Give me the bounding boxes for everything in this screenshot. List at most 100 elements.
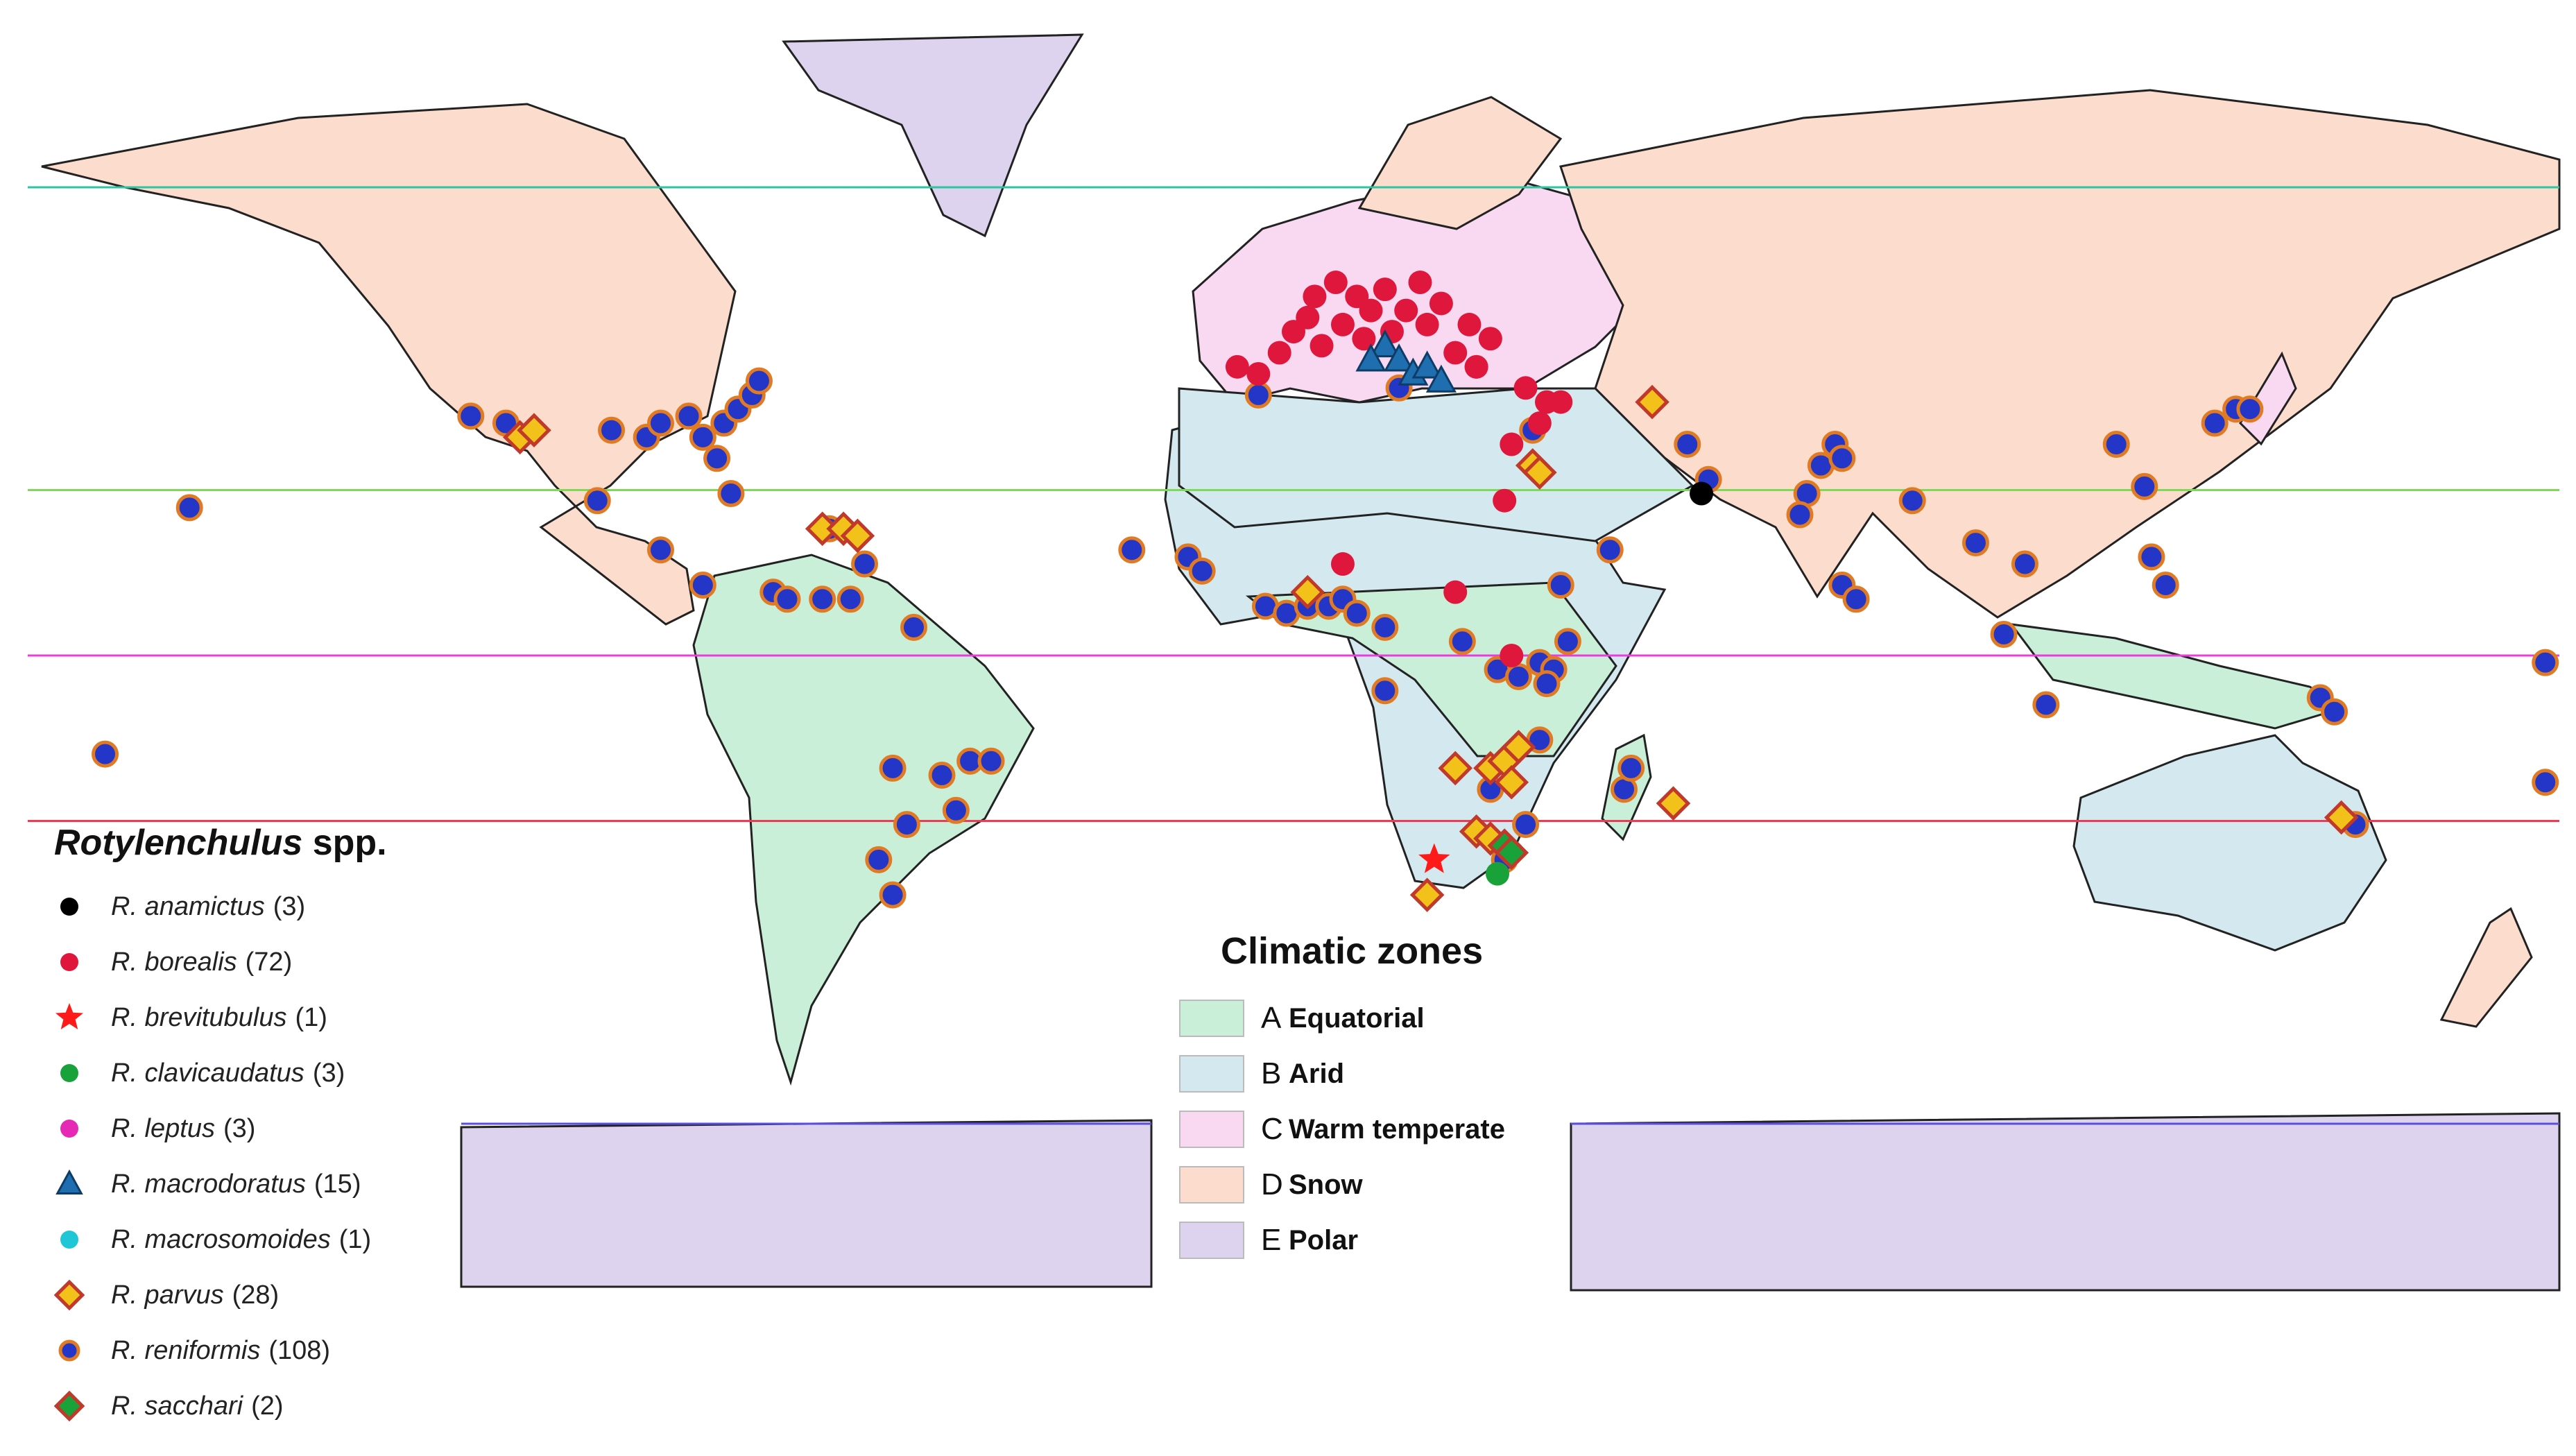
- legend-suffix: spp.: [312, 823, 387, 863]
- legend-symbol: [49, 1167, 90, 1201]
- scandinavia: [1357, 96, 1563, 230]
- species-name: R. clavicaudatus: [111, 1058, 304, 1088]
- zone-legend-item: A Equatorial: [1179, 991, 1568, 1046]
- legend-symbol: [49, 1111, 90, 1146]
- occurrence-point: [1512, 811, 1540, 839]
- legend-symbol: [49, 1222, 90, 1257]
- species-legend-item: R. parvus (28): [49, 1267, 479, 1323]
- occurrence-point: [1522, 455, 1557, 490]
- zone-label: Arid: [1289, 1058, 1344, 1089]
- occurrence-point: [1990, 621, 2018, 649]
- species-name: R. parvus: [111, 1280, 224, 1310]
- legend-symbol-mark: [58, 1339, 80, 1362]
- species-name: R. macrodoratus: [111, 1169, 306, 1199]
- occurrence-point: [1500, 644, 1524, 667]
- occurrence-point: [1443, 580, 1468, 604]
- south-america: [692, 554, 1035, 1086]
- species-count: (1): [338, 1224, 372, 1254]
- occurrence-point: [1409, 877, 1445, 912]
- occurrence-point: [598, 416, 626, 444]
- occurrence-point: [1493, 488, 1517, 513]
- occurrence-point: [2138, 543, 2165, 571]
- species-legend-item: R. brevitubulus (1): [49, 990, 479, 1045]
- species-legend-item: R. reniformis (108): [49, 1323, 479, 1378]
- occurrence-point: [92, 740, 119, 768]
- occurrence-point: [1443, 341, 1468, 365]
- occurrence-point: [773, 585, 801, 613]
- occurrence-point: [1596, 536, 1624, 564]
- central-africa-equatorial: [1245, 581, 1617, 757]
- legend-symbol-mark: [55, 1003, 83, 1029]
- zone-legend-item: C Warm temperate: [1179, 1102, 1568, 1157]
- occurrence-point: [1383, 343, 1415, 372]
- species-count: (15): [314, 1169, 361, 1199]
- occurrence-point: [1494, 835, 1529, 870]
- legend-symbol: [49, 1333, 90, 1368]
- species-count: (3): [273, 891, 306, 921]
- occurrence-point: [851, 550, 879, 578]
- occurrence-point: [1547, 571, 1574, 599]
- occurrence-point: [1310, 334, 1334, 358]
- new-zealand: [2439, 907, 2533, 1028]
- species-legend-item: R. macrodoratus (15): [49, 1156, 479, 1212]
- occurrence-point: [1448, 628, 1476, 656]
- occurrence-point: [1394, 298, 1418, 323]
- asia: [1559, 89, 2561, 619]
- occurrence-point: [900, 613, 927, 641]
- occurrence-point: [1369, 329, 1400, 358]
- occurrence-point: [583, 487, 611, 515]
- occurrence-point: [1323, 271, 1348, 295]
- occurrence-point: [1786, 501, 1814, 529]
- legend-symbol: [49, 1056, 90, 1090]
- species-legend-item: R. clavicaudatus (3): [49, 1045, 479, 1101]
- species-count: (72): [245, 947, 293, 977]
- species-name: R. borealis: [111, 947, 237, 977]
- occurrence-point: [1898, 487, 1926, 515]
- species-name: R. macrosomoides: [111, 1224, 331, 1254]
- species-legend-item: R. sacchari (2): [49, 1378, 479, 1434]
- climatic-zones-legend: Climatic zones A Equatorial B Arid C Warm tem…: [1179, 930, 1568, 1268]
- occurrence-point: [1504, 662, 1532, 690]
- occurrence-point: [1425, 364, 1457, 393]
- zone-label: Snow: [1289, 1169, 1363, 1200]
- occurrence-points: [92, 271, 2559, 912]
- occurrence-point: [1246, 361, 1271, 386]
- legend-symbol-mark: [53, 1390, 85, 1422]
- occurrence-point: [2102, 430, 2130, 458]
- occurrence-point: [1411, 350, 1443, 379]
- occurrence-point: [879, 881, 907, 909]
- zone-letter: E: [1261, 1223, 1282, 1257]
- occurrence-point: [1296, 305, 1320, 329]
- occurrence-point: [1359, 298, 1383, 323]
- species-name: R. leptus: [111, 1113, 215, 1143]
- species-legend-item: R. borealis (72): [49, 934, 479, 990]
- occurrence-point: [175, 494, 203, 522]
- species-legend-item: R. macrosomoides (1): [49, 1212, 479, 1267]
- legend-symbol: [49, 1000, 90, 1035]
- occurrence-point: [1549, 390, 1573, 414]
- legend-symbol: [49, 889, 90, 924]
- occurrence-point: [840, 518, 875, 554]
- occurrence-point: [1244, 381, 1272, 409]
- occurrence-point: [647, 409, 674, 437]
- occurrence-point: [1438, 751, 1472, 786]
- occurrence-point: [1303, 284, 1327, 309]
- occurrence-point: [703, 445, 731, 472]
- occurrence-point: [647, 536, 674, 564]
- legend-genus: Rotylenchulus: [54, 823, 303, 863]
- occurrence-point: [2236, 395, 2264, 423]
- occurrence-point: [1352, 327, 1376, 351]
- occurrence-point: [1674, 430, 1701, 458]
- occurrence-point: [865, 846, 893, 873]
- occurrence-point: [1225, 354, 1249, 379]
- zone-letter: A: [1261, 1001, 1282, 1035]
- occurrence-point: [517, 413, 551, 447]
- zone-letter: C: [1261, 1112, 1283, 1146]
- occurrence-point: [1500, 432, 1524, 456]
- occurrence-point: [2152, 571, 2179, 599]
- occurrence-point: [1118, 536, 1146, 564]
- occurrence-point: [1486, 862, 1510, 886]
- occurrence-point: [836, 585, 864, 613]
- legend-symbol: [49, 1278, 90, 1312]
